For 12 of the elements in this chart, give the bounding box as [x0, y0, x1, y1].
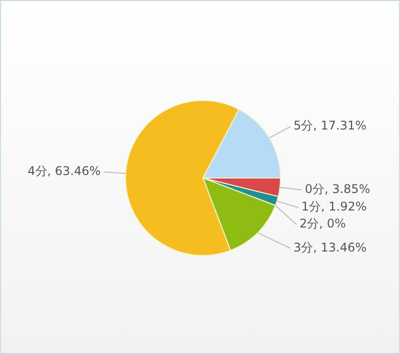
- data-label: , 1.92%: [320, 200, 367, 214]
- data-label: , 13.46%: [313, 240, 367, 254]
- slice-label: 4分: [28, 164, 48, 178]
- text: , 0%: [319, 216, 346, 231]
- data-label: , 17.31%: [313, 118, 367, 133]
- category-label: 2分: [300, 216, 320, 231]
- slice-label: 1分: [301, 200, 321, 214]
- slice-label: 0分: [304, 182, 324, 196]
- slice-label: 5分: [294, 118, 314, 133]
- data-label: , 3.85%: [324, 182, 370, 196]
- data-label: , 63.46%: [47, 164, 101, 178]
- slice-label: 3分: [294, 240, 314, 254]
